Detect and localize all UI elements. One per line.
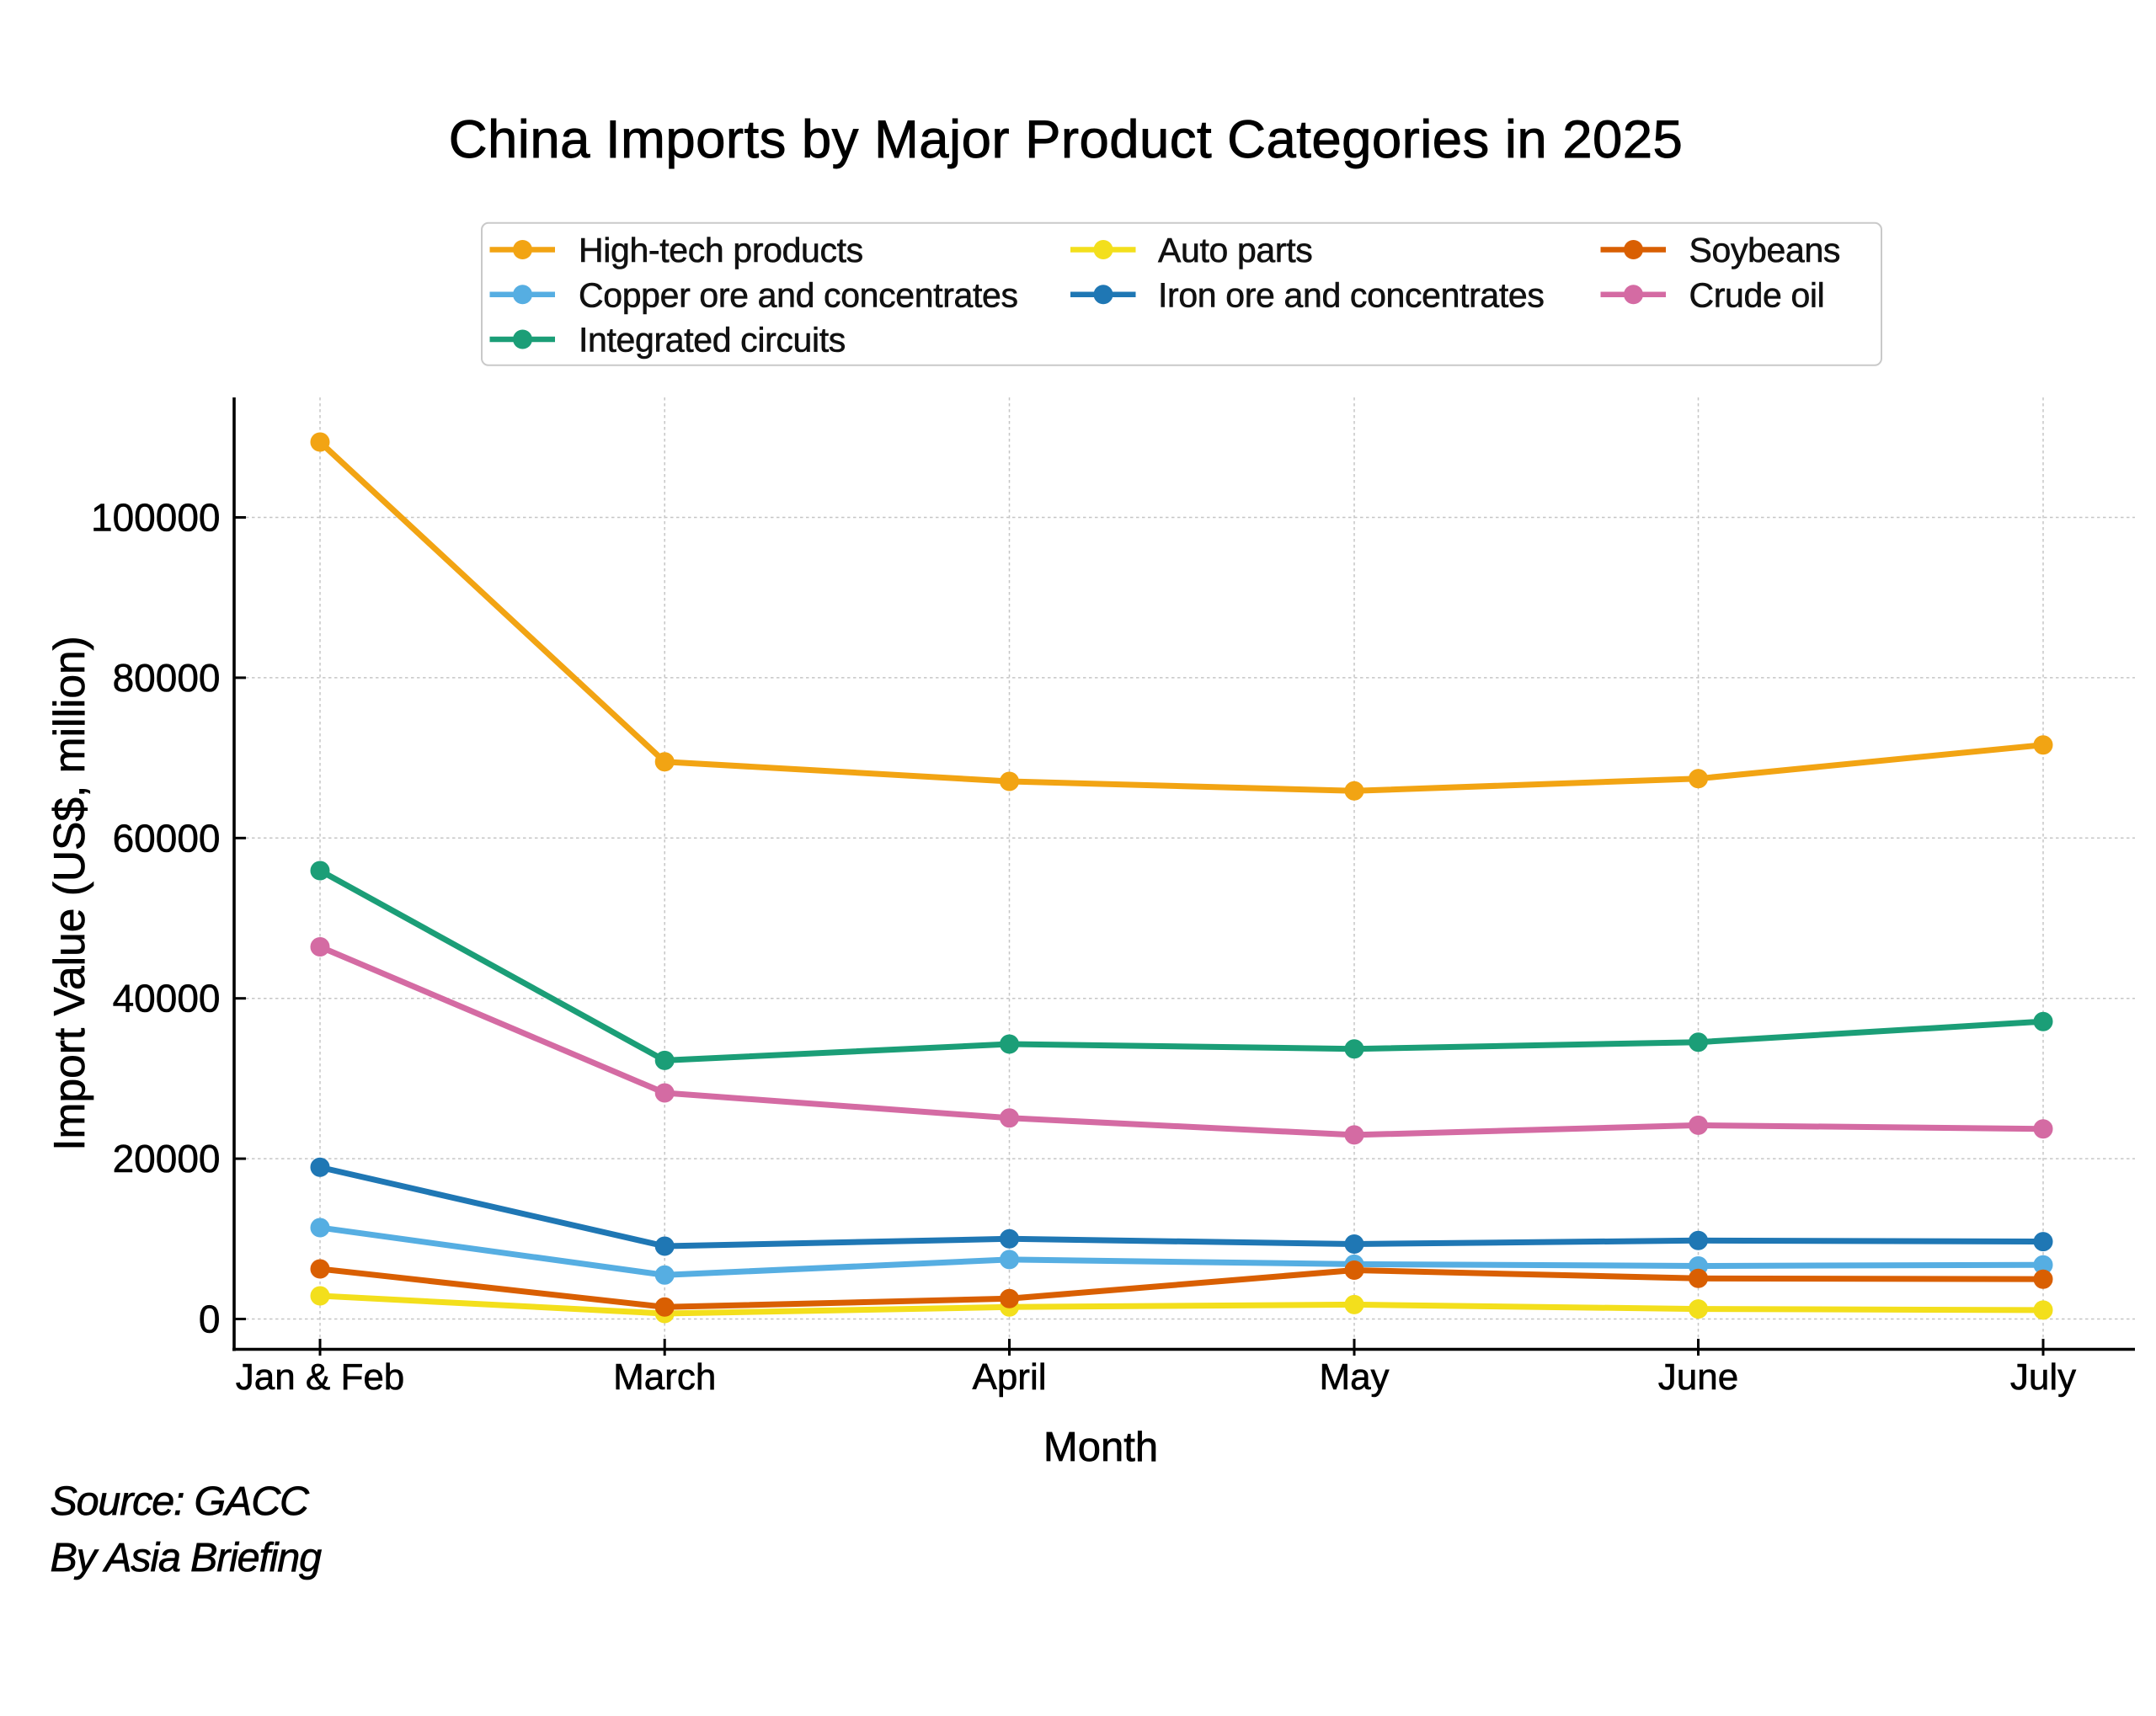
- svg-text:May: May: [1319, 1356, 1389, 1398]
- svg-text:China Imports by Major Product: China Imports by Major Product Categorie…: [449, 110, 1684, 169]
- svg-text:60000: 60000: [113, 816, 221, 860]
- svg-text:July: July: [2010, 1356, 2076, 1398]
- svg-text:Integrated circuits: Integrated circuits: [579, 321, 846, 360]
- svg-text:April: April: [972, 1356, 1046, 1398]
- svg-text:100000: 100000: [91, 496, 221, 540]
- svg-text:20000: 20000: [113, 1137, 221, 1180]
- svg-text:40000: 40000: [113, 977, 221, 1021]
- svg-text:80000: 80000: [113, 656, 221, 700]
- svg-text:Copper ore and concentrates: Copper ore and concentrates: [579, 275, 1018, 314]
- svg-text:Iron ore and concentrates: Iron ore and concentrates: [1158, 275, 1545, 314]
- svg-text:June: June: [1658, 1356, 1738, 1398]
- svg-text:Crude oil: Crude oil: [1689, 275, 1825, 314]
- svg-text:March: March: [613, 1356, 716, 1398]
- svg-text:By Asia Briefing: By Asia Briefing: [51, 1535, 323, 1580]
- svg-text:Soybeans: Soybeans: [1689, 231, 1841, 269]
- svg-text:Source: GACC: Source: GACC: [51, 1479, 311, 1524]
- svg-text:Import Value (US$, million): Import Value (US$, million): [45, 636, 93, 1151]
- svg-text:Month: Month: [1043, 1425, 1158, 1470]
- svg-text:Jan & Feb: Jan & Feb: [236, 1356, 405, 1398]
- svg-text:High-tech products: High-tech products: [579, 231, 863, 269]
- svg-text:Auto parts: Auto parts: [1158, 231, 1312, 269]
- svg-text:0: 0: [199, 1298, 221, 1341]
